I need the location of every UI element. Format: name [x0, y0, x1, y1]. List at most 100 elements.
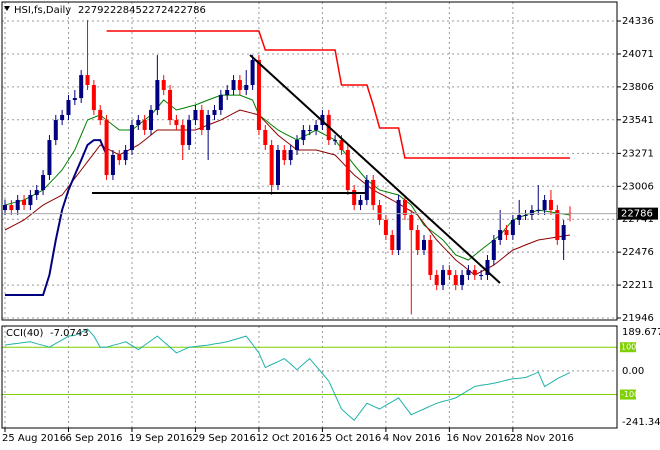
candle-body — [364, 179, 369, 200]
cci-level-box — [620, 389, 636, 400]
y-tick-label: 22741 — [622, 214, 654, 225]
candle-body — [174, 120, 179, 126]
candle-body — [409, 214, 414, 231]
candle-body — [485, 259, 490, 276]
candle-body — [199, 109, 204, 130]
candle-body — [15, 199, 20, 211]
candle-body — [136, 120, 141, 126]
candle-body — [282, 150, 287, 161]
x-tick-label: 19 Sep 2016 — [129, 433, 192, 444]
current-price-box — [618, 207, 658, 220]
candle-body — [34, 190, 39, 195]
candle-body — [269, 145, 274, 186]
candle-body — [72, 98, 77, 101]
candle-body — [22, 199, 27, 206]
plot — [2, 20, 617, 422]
candle-body — [479, 275, 484, 277]
candle-body — [536, 210, 541, 212]
cci-level-label: 100 — [621, 343, 636, 352]
candle-body — [28, 194, 33, 206]
candle-body — [180, 125, 185, 146]
candle-body — [333, 140, 338, 142]
y-tick-label: 24071 — [622, 49, 654, 60]
candle-body — [390, 235, 395, 251]
y-tick-label: 24336 — [622, 16, 654, 27]
candle-body — [244, 85, 249, 90]
ohlc-high: 22845 — [110, 5, 142, 16]
y-tick-label: 21946 — [622, 313, 654, 324]
candle-body — [66, 100, 71, 115]
candle-body — [441, 270, 446, 285]
candle-body — [314, 125, 319, 130]
candle-body — [396, 199, 401, 251]
ohlc-open: 22792 — [78, 5, 110, 16]
cci-frame — [1, 325, 618, 429]
candle-body — [142, 120, 147, 130]
candle-body — [548, 199, 553, 211]
x-tick-label: 29 Sep 2016 — [192, 433, 255, 444]
y-tick-label: 22476 — [622, 247, 654, 258]
candle-body — [187, 120, 192, 146]
x-tick-label: 6 Sep 2016 — [65, 433, 122, 444]
candle-body — [510, 219, 515, 236]
candle-body — [447, 270, 452, 276]
x-tick-label: 12 Oct 2016 — [256, 433, 318, 444]
ohlc-close: 22786 — [174, 5, 206, 16]
candle-body — [218, 95, 223, 110]
candle-body — [212, 109, 217, 115]
candle-body — [421, 239, 426, 251]
candle-body — [371, 179, 376, 206]
trendline-drawing — [249, 54, 501, 284]
candle-body — [453, 275, 458, 285]
candle-body — [60, 114, 65, 121]
cci-tick-label: 189.6779 — [622, 327, 660, 338]
candle-body — [47, 140, 52, 175]
cci-line — [4, 328, 571, 422]
candle-body — [307, 129, 312, 131]
candle-body — [123, 150, 128, 161]
candle-body — [345, 150, 350, 191]
candle-body — [415, 230, 420, 251]
candle-body — [434, 275, 439, 285]
candle-body — [256, 60, 261, 130]
cci-tick-label: -241.348 — [622, 417, 660, 428]
x-tick-label: 4 Nov 2016 — [383, 433, 441, 444]
candle-body — [542, 199, 547, 211]
x-tick-label: 25 Aug 2016 — [2, 433, 66, 444]
candle-body — [460, 275, 465, 285]
candle-body — [301, 129, 306, 141]
candle-body — [275, 150, 280, 186]
y-tick-label: 23806 — [622, 82, 654, 93]
candle-body — [225, 89, 230, 96]
candle-body — [110, 154, 115, 175]
candle-body — [358, 199, 363, 206]
cci-tick-label: 0.00 — [622, 366, 644, 377]
candle-body — [504, 230, 509, 236]
candle-body — [3, 205, 7, 211]
grid — [2, 2, 617, 429]
candle-body — [377, 205, 382, 220]
candle-body — [402, 199, 407, 215]
candle-body — [91, 85, 96, 110]
cci-level-label: -100 — [621, 390, 639, 399]
candle-body — [193, 109, 198, 121]
candle-body — [161, 80, 166, 90]
candle-body — [263, 129, 268, 146]
menu-arrow — [4, 6, 10, 11]
main-frame — [1, 1, 618, 321]
candle-body — [295, 140, 300, 151]
candle-body — [288, 150, 293, 161]
candle-body — [168, 89, 173, 121]
y-tick-label: 23006 — [622, 181, 654, 192]
candle-body — [555, 210, 560, 240]
candle-body — [339, 140, 344, 151]
candle-body — [517, 214, 522, 220]
candle-body — [529, 210, 534, 215]
candle-body — [561, 225, 566, 240]
candle-body — [85, 75, 90, 86]
cci-value: -7.0743 — [50, 328, 89, 339]
current-price-label: 22786 — [621, 209, 653, 220]
candle-body — [104, 120, 109, 175]
